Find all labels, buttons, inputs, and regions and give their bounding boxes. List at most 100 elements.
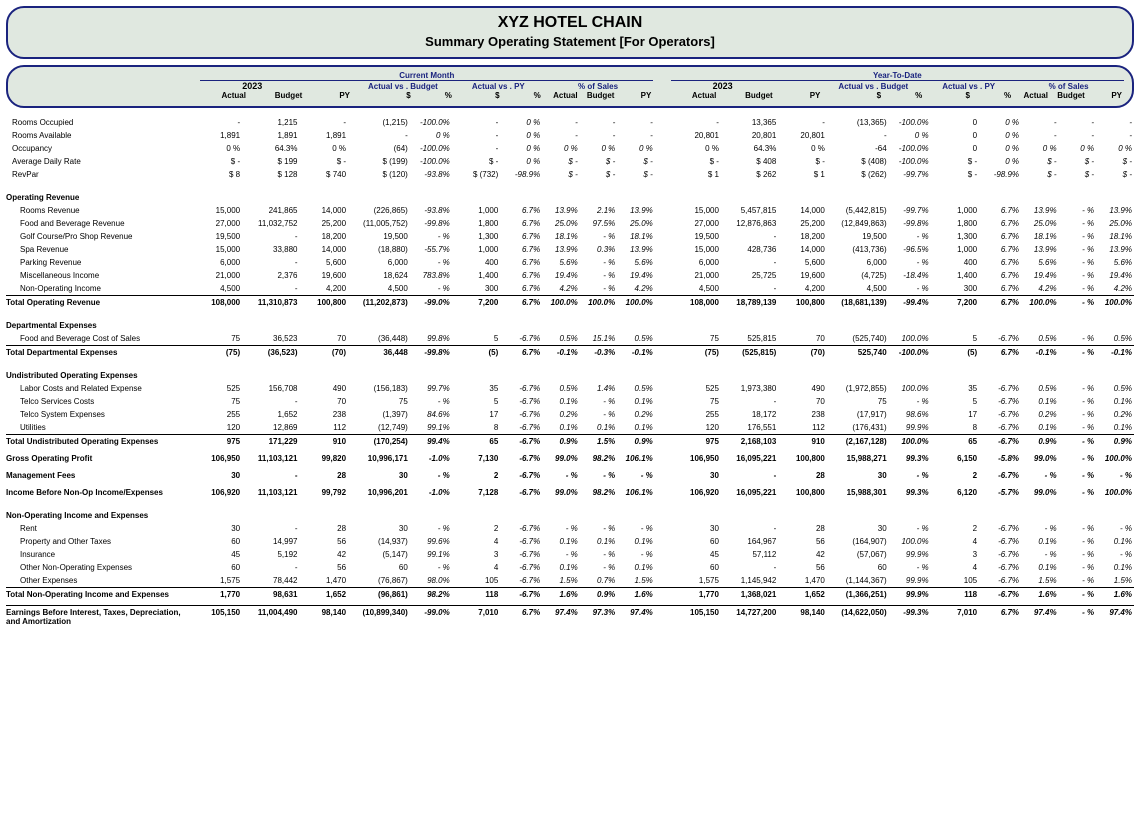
cell: 7,128 — [452, 486, 501, 499]
cell: 64.3% — [721, 142, 778, 155]
cell: (11,005,752) — [348, 217, 410, 230]
cell: (1,972,855) — [827, 382, 889, 395]
cell: 6,120 — [931, 486, 980, 499]
row-label: RevPar — [6, 168, 194, 181]
cell: 99,792 — [300, 486, 349, 499]
cell: - % — [1059, 382, 1097, 395]
cell: 70 — [778, 395, 827, 408]
cell: (36,448) — [348, 332, 410, 346]
cell: 100.0% — [580, 296, 618, 310]
cell: -93.8% — [410, 168, 452, 181]
cell: 2,376 — [242, 269, 299, 282]
cell: 6.7% — [500, 346, 542, 360]
cell: 106.1% — [617, 452, 655, 465]
cell: 0.1% — [617, 395, 655, 408]
cell: 16,095,221 — [721, 486, 778, 499]
cell: $ - — [300, 155, 349, 168]
cell: 0 % — [410, 129, 452, 142]
table-row: Rooms Available1,8911,8911,891-0 %-0 %--… — [6, 129, 1134, 142]
cell: -64 — [827, 142, 889, 155]
cell: 11,310,873 — [242, 296, 299, 310]
cell: - — [1021, 116, 1059, 129]
cell: - — [721, 282, 778, 296]
cell: (164,907) — [827, 535, 889, 548]
cell: 100,800 — [778, 452, 827, 465]
row-label: Rooms Available — [6, 129, 194, 142]
cell: 1,891 — [194, 129, 243, 142]
cell: 99.0% — [1021, 452, 1059, 465]
cell: 1,000 — [452, 204, 501, 217]
cell: -99.0% — [410, 606, 452, 629]
cell: (5,147) — [348, 548, 410, 561]
cell: - % — [1059, 230, 1097, 243]
cell: 525,740 — [827, 346, 889, 360]
table-row: RevPar$ 8$ 128$ 740$ (120)-93.8%$ (732)-… — [6, 168, 1134, 181]
cell: - — [617, 116, 655, 129]
col: PY — [616, 91, 653, 100]
cell: 7,010 — [452, 606, 501, 629]
cell: -5.8% — [979, 452, 1021, 465]
cell: 35 — [452, 382, 501, 395]
cell: - — [452, 142, 501, 155]
cell: -1.0% — [410, 452, 452, 465]
cell: 106,920 — [194, 486, 243, 499]
section-label: Operating Revenue — [6, 185, 1134, 204]
cell: 99.6% — [410, 535, 452, 548]
cell: (11,202,873) — [348, 296, 410, 310]
cell: 6.7% — [979, 346, 1021, 360]
cell: 75 — [672, 395, 721, 408]
cell: 5,457,815 — [721, 204, 778, 217]
cell: 108,000 — [672, 296, 721, 310]
cell: 19,600 — [778, 269, 827, 282]
section-label: Non-Operating Income and Expenses — [6, 503, 1134, 522]
col: Actual — [671, 91, 719, 100]
cell: -6.7% — [979, 408, 1021, 421]
cell: - % — [580, 561, 618, 574]
cell: 97.3% — [580, 606, 618, 629]
grp-avpy-ytd: Actual vs . PY — [924, 81, 1013, 92]
cell: -0.1% — [617, 346, 655, 360]
cell: $ (199) — [348, 155, 410, 168]
cell: - % — [410, 230, 452, 243]
cell: 30 — [827, 469, 889, 482]
cell: $ - — [672, 155, 721, 168]
cell: - — [827, 129, 889, 142]
cell: -0.1% — [1021, 346, 1059, 360]
cell: 28 — [300, 469, 349, 482]
cell: - % — [1059, 408, 1097, 421]
cell: 99.9% — [889, 548, 931, 561]
cell: $ - — [1021, 155, 1059, 168]
cell: 99.0% — [1021, 486, 1059, 499]
cell: 60 — [672, 535, 721, 548]
cell: 0.5% — [1096, 332, 1134, 346]
row-label: Rooms Revenue — [6, 204, 194, 217]
cell: - % — [580, 469, 618, 482]
cell: 28 — [778, 469, 827, 482]
cell: 25.0% — [542, 217, 580, 230]
cell: -98.9% — [979, 168, 1021, 181]
cell: 6.7% — [500, 256, 542, 269]
cell: (17,917) — [827, 408, 889, 421]
cell: 0 — [931, 142, 980, 155]
row-label: Gross Operating Profit — [6, 452, 194, 465]
cell: 100,800 — [300, 296, 349, 310]
cell: - % — [889, 230, 931, 243]
cell: 0 — [931, 116, 980, 129]
row-label: Total Non-Operating Income and Expenses — [6, 588, 194, 602]
col: PY — [304, 91, 352, 100]
row-label: Occupancy — [6, 142, 194, 155]
cell: - % — [1059, 574, 1097, 588]
cell: 6,150 — [931, 452, 980, 465]
cell: 2,168,103 — [721, 435, 778, 449]
cell: 99.9% — [889, 588, 931, 602]
cell: - % — [617, 522, 655, 535]
row-label: Earnings Before Interest, Taxes, Depreci… — [6, 606, 194, 629]
cell: - % — [1021, 522, 1059, 535]
cell: - % — [1059, 217, 1097, 230]
table-row: Telco Services Costs75-7075- %5-6.7%0.1%… — [6, 395, 1134, 408]
cell: 0.5% — [1021, 332, 1059, 346]
cell: 1,215 — [242, 116, 299, 129]
cell: - % — [1059, 332, 1097, 346]
cell: 100.0% — [889, 535, 931, 548]
cell: -96.5% — [889, 243, 931, 256]
